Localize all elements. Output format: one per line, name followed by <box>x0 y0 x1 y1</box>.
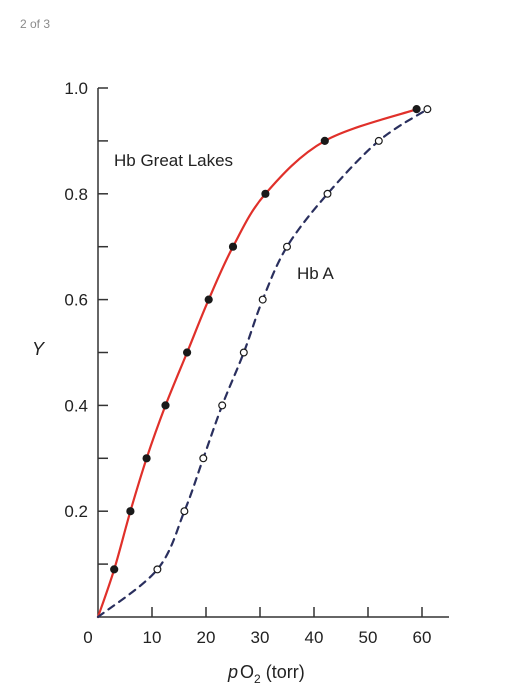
data-point-hb-a <box>199 454 208 463</box>
chart-curves <box>96 108 429 619</box>
x-tick-label: 40 <box>305 628 324 647</box>
data-point-hb-great-lakes <box>412 105 421 114</box>
y-tick-label: 0.6 <box>64 291 88 310</box>
chart-markers <box>110 105 432 574</box>
data-point-hb-great-lakes <box>161 401 170 410</box>
data-point-hb-great-lakes <box>228 242 238 251</box>
data-point-hb-a <box>239 348 248 357</box>
data-point-hb-a <box>423 105 432 114</box>
x-tick-label: 60 <box>413 628 432 647</box>
y-axis-label: Y <box>32 339 46 359</box>
x-tick-label: 20 <box>197 628 216 647</box>
data-point-hb-a <box>283 242 292 251</box>
data-point-hb-a <box>180 507 189 516</box>
data-point-hb-great-lakes <box>261 189 270 198</box>
y-tick-label: 0.8 <box>64 185 88 204</box>
data-point-hb-great-lakes <box>110 565 119 574</box>
x-tick-label: 30 <box>251 628 270 647</box>
y-tick-label: 0.2 <box>64 502 88 521</box>
data-point-hb-great-lakes <box>320 136 329 145</box>
data-point-hb-a <box>153 565 162 574</box>
data-point-hb-great-lakes <box>142 454 151 463</box>
x-tick-label: 50 <box>359 628 378 647</box>
data-point-hb-great-lakes <box>183 348 192 357</box>
data-point-hb-a <box>374 136 383 145</box>
y-tick-label: 0.4 <box>64 396 88 415</box>
data-point-hb-a <box>258 295 267 304</box>
data-point-hb-a <box>218 401 227 410</box>
data-point-hb-a <box>323 189 332 198</box>
series-label-hb-a: Hb A <box>297 264 335 283</box>
data-point-hb-great-lakes <box>204 295 213 304</box>
data-point-hb-great-lakes <box>126 507 135 516</box>
page-indicator: 2 of 3 <box>20 17 51 31</box>
series-line-hb-a <box>96 108 429 619</box>
x-tick-label: 10 <box>143 628 162 647</box>
y-tick-label: 1.0 <box>64 79 88 98</box>
series-label-hb-great-lakes: Hb Great Lakes <box>114 151 233 170</box>
x-tick-label: 0 <box>83 628 92 647</box>
chart-ticks <box>98 87 423 617</box>
x-axis-label: p O2 (torr) <box>227 662 305 686</box>
series-line-hb-great-lakes <box>96 108 418 619</box>
chart-labels: 0.2 0.4 0.6 0.8 1.0 0 10 20 30 40 50 60 Hb Great Lak… <box>32 79 431 686</box>
